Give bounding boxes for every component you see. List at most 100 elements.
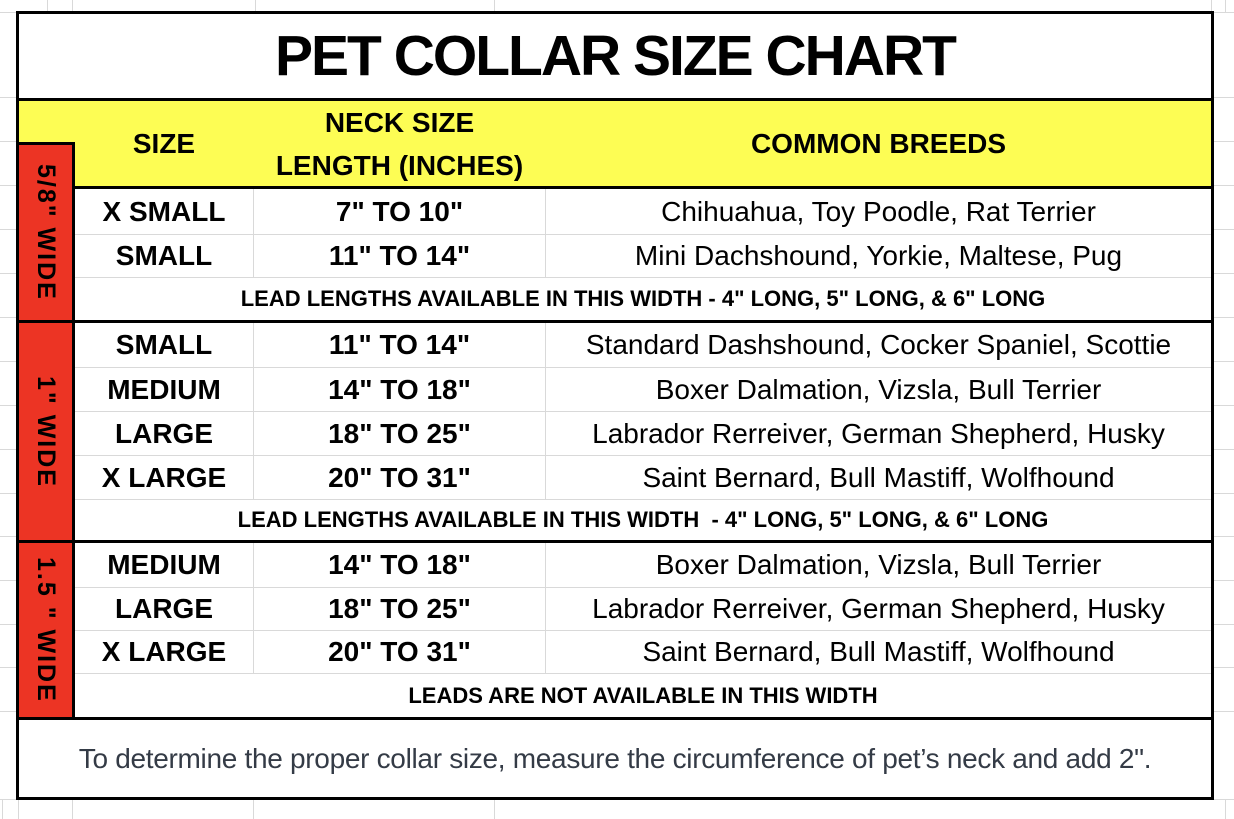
size-cell: MEDIUM — [107, 549, 221, 580]
gridline — [0, 493, 16, 494]
table-row: MEDIUM 14" TO 18" Boxer Dalmation, Vizsl… — [19, 543, 1211, 587]
gridline — [47, 0, 48, 13]
table-row: X LARGE 20" TO 31" Saint Bernard, Bull M… — [19, 455, 1211, 499]
gridline — [18, 800, 19, 819]
gridline — [1214, 449, 1234, 450]
breeds-cell: Saint Bernard, Bull Mastiff, Wolfhound — [642, 461, 1115, 493]
gridline — [1214, 493, 1234, 494]
gridline — [0, 799, 16, 800]
breeds-cell: Standard Dashshound, Cocker Spaniel, Sco… — [585, 329, 1172, 360]
gridline — [0, 449, 16, 450]
table-row: LARGE 18" TO 25" Labrador Rerreiver, Ger… — [19, 411, 1211, 455]
gridline — [72, 800, 73, 819]
column-header-row: SIZE NECK SIZE LENGTH (INCHES) COMMON BRE… — [19, 101, 1211, 189]
table-row: X LARGE 20" TO 31" Saint Bernard, Bull M… — [19, 630, 1211, 673]
gridline — [1214, 229, 1234, 230]
width-band-1-5-inch: 1.5 " WIDE — [19, 543, 75, 717]
size-cell: X LARGE — [101, 461, 227, 493]
gridline — [0, 317, 16, 318]
gridline — [1214, 667, 1234, 668]
breeds-cell: Saint Bernard, Bull Mastiff, Wolfhound — [642, 636, 1115, 667]
neck-size-cell: 20" TO 31" — [253, 631, 546, 673]
breeds-cell: Boxer Dalmation, Vizsla, Bull Terrier — [655, 373, 1102, 405]
width-band-label: 5/8" WIDE — [32, 164, 60, 301]
lead-note: LEADS ARE NOT AVAILABLE IN THIS WIDTH — [408, 682, 878, 708]
size-cell: SMALL — [115, 329, 213, 360]
neck-size-cell: 14" TO 18" — [253, 543, 546, 587]
breeds-cell: Labrador Rerreiver, German Shepherd, Hus… — [592, 593, 1165, 624]
gridline — [0, 273, 16, 274]
neck-header-text: NECK SIZE LENGTH (INCHES) — [276, 101, 523, 187]
neck-size-cell: 14" TO 18" — [253, 368, 546, 411]
gridline — [0, 97, 16, 98]
gridline — [1214, 711, 1234, 712]
size-cell: X LARGE — [101, 636, 227, 667]
size-cell: X SMALL — [102, 195, 226, 227]
gridline — [1214, 580, 1234, 581]
neck-header-line1: NECK SIZE — [324, 106, 475, 138]
lead-note-row: LEAD LENGTHS AVAILABLE IN THIS WIDTH - 4… — [19, 499, 1211, 543]
gridline — [0, 624, 16, 625]
gridline — [1214, 624, 1234, 625]
title-row: PET COLLAR SIZE CHART — [19, 14, 1211, 101]
gridline — [0, 12, 16, 13]
gridline — [2, 800, 3, 819]
width-band-label: 1" WIDE — [32, 375, 60, 488]
gridline — [1214, 361, 1234, 362]
table-row: SMALL 11" TO 14" Standard Dashshound, Co… — [19, 323, 1211, 367]
width-band-label: 1.5 " WIDE — [32, 557, 60, 703]
gridline — [1214, 12, 1234, 13]
gridline — [0, 667, 16, 668]
gridline — [1214, 141, 1234, 142]
neck-size-cell: 18" TO 25" — [253, 412, 546, 455]
table-row: LARGE 18" TO 25" Labrador Rerreiver, Ger… — [19, 587, 1211, 630]
gridline — [1214, 405, 1234, 406]
gridline — [1225, 0, 1226, 13]
footer-note: To determine the proper collar size, mea… — [78, 742, 1152, 774]
width-band-5-8-inch: 5/8" WIDE — [19, 142, 75, 320]
neck-header-line2: LENGTH (INCHES) — [275, 149, 524, 181]
gridline — [253, 800, 254, 819]
gridline — [1214, 185, 1234, 186]
gridline — [0, 141, 16, 142]
gridline — [0, 361, 16, 362]
size-cell: LARGE — [115, 417, 213, 449]
column-header-common-breeds: COMMON BREEDS — [750, 127, 1007, 159]
footer-note-row: To determine the proper collar size, mea… — [19, 720, 1211, 797]
neck-size-cell: 7" TO 10" — [253, 189, 546, 234]
width-band-1-inch: 1" WIDE — [19, 323, 75, 540]
gridline — [1214, 317, 1234, 318]
neck-size-cell: 20" TO 31" — [253, 456, 546, 499]
gridline — [0, 580, 16, 581]
size-cell: LARGE — [115, 593, 213, 624]
lead-note-row: LEADS ARE NOT AVAILABLE IN THIS WIDTH — [19, 673, 1211, 720]
neck-size-cell: 11" TO 14" — [253, 323, 546, 367]
gridline — [1211, 0, 1212, 13]
gridline — [0, 185, 16, 186]
breeds-cell: Labrador Rerreiver, German Shepherd, Hus… — [592, 417, 1165, 449]
gridline — [0, 536, 16, 537]
page-title: PET COLLAR SIZE CHART — [275, 24, 957, 88]
breeds-cell: Mini Dachshound, Yorkie, Maltese, Pug — [634, 240, 1123, 271]
lead-note: LEAD LENGTHS AVAILABLE IN THIS WIDTH - 4… — [240, 286, 1046, 311]
gridline — [1214, 799, 1234, 800]
table-row: MEDIUM 14" TO 18" Boxer Dalmation, Vizsl… — [19, 367, 1211, 411]
collar-size-table: 5/8" WIDE 1" WIDE 1.5 " WIDE PET COLLAR … — [16, 11, 1214, 800]
gridline — [1214, 273, 1234, 274]
lead-note-row: LEAD LENGTHS AVAILABLE IN THIS WIDTH - 4… — [19, 277, 1211, 323]
column-header-neck-size: NECK SIZE LENGTH (INCHES) — [253, 101, 546, 186]
size-cell: SMALL — [115, 240, 213, 271]
gridline — [1214, 536, 1234, 537]
table-row: X SMALL 7" TO 10" Chihuahua, Toy Poodle,… — [19, 189, 1211, 234]
breeds-cell: Boxer Dalmation, Vizsla, Bull Terrier — [655, 549, 1102, 580]
lead-note: LEAD LENGTHS AVAILABLE IN THIS WIDTH - 4… — [237, 507, 1049, 532]
gridline — [1214, 97, 1234, 98]
gridline — [255, 0, 256, 13]
gridline — [1225, 800, 1226, 819]
gridline — [494, 0, 495, 13]
gridline — [0, 229, 16, 230]
gridline — [72, 0, 73, 13]
column-header-size: SIZE — [132, 127, 196, 159]
gridline — [0, 711, 16, 712]
